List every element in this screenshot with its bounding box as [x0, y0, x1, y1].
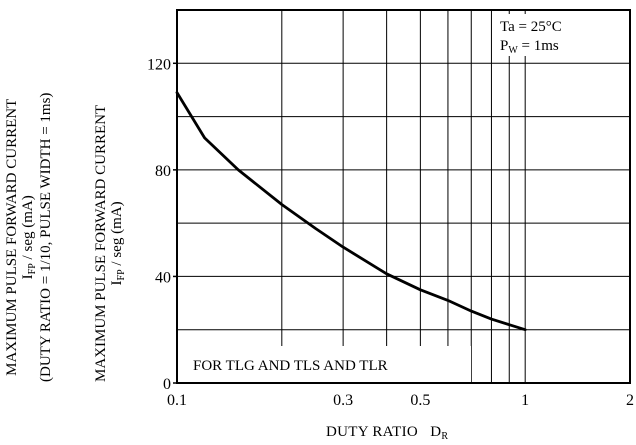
- y-tick-label: 120: [147, 56, 171, 73]
- y-axis-title-outer-line1: MAXIMUM PULSE FORWARD CURRENT: [4, 98, 20, 376]
- y-tick-label: 0: [163, 376, 171, 393]
- y-axis-title-outer-line3: (DUTY RATIO = 1/10, PULSE WIDTH = 1ms): [38, 92, 54, 382]
- grid-lines: [177, 10, 630, 383]
- y-axis-title-outer: MAXIMUM PULSE FORWARD CURRENT IFP / seg …: [4, 93, 54, 382]
- x-tick-label: 0.3: [333, 392, 353, 409]
- conditions-box: [494, 14, 626, 56]
- x-tick-label: 0.5: [410, 392, 430, 409]
- y-axis-title-inner: MAXIMUM PULSE FORWARD CURRENT IFP / seg …: [93, 105, 127, 382]
- y-tick-label: 80: [155, 163, 171, 180]
- y-axis-title-inner-line2: IFP / seg (mA): [109, 201, 127, 286]
- device-note-text: FOR TLG AND TLS AND TLR: [193, 358, 388, 374]
- x-tick-label: 0.1: [167, 392, 187, 409]
- y-axis-title-outer-line2: IFP / seg (mA): [20, 195, 38, 280]
- ambient-temperature-label: Ta = 25°C: [500, 19, 562, 35]
- x-axis-title: DUTY RATIO DR: [326, 424, 449, 442]
- device-note-box: [179, 346, 471, 382]
- x-tick-label: 1: [521, 392, 529, 409]
- y-tick-label: 40: [155, 269, 171, 286]
- x-tick-label: 2: [626, 392, 634, 409]
- current-vs-duty-ratio-curve: [175, 91, 527, 332]
- plot-frame: [176, 9, 631, 384]
- y-axis-title-inner-line1: MAXIMUM PULSE FORWARD CURRENT: [93, 104, 109, 382]
- pulse-width-label: PW = 1ms: [500, 38, 559, 56]
